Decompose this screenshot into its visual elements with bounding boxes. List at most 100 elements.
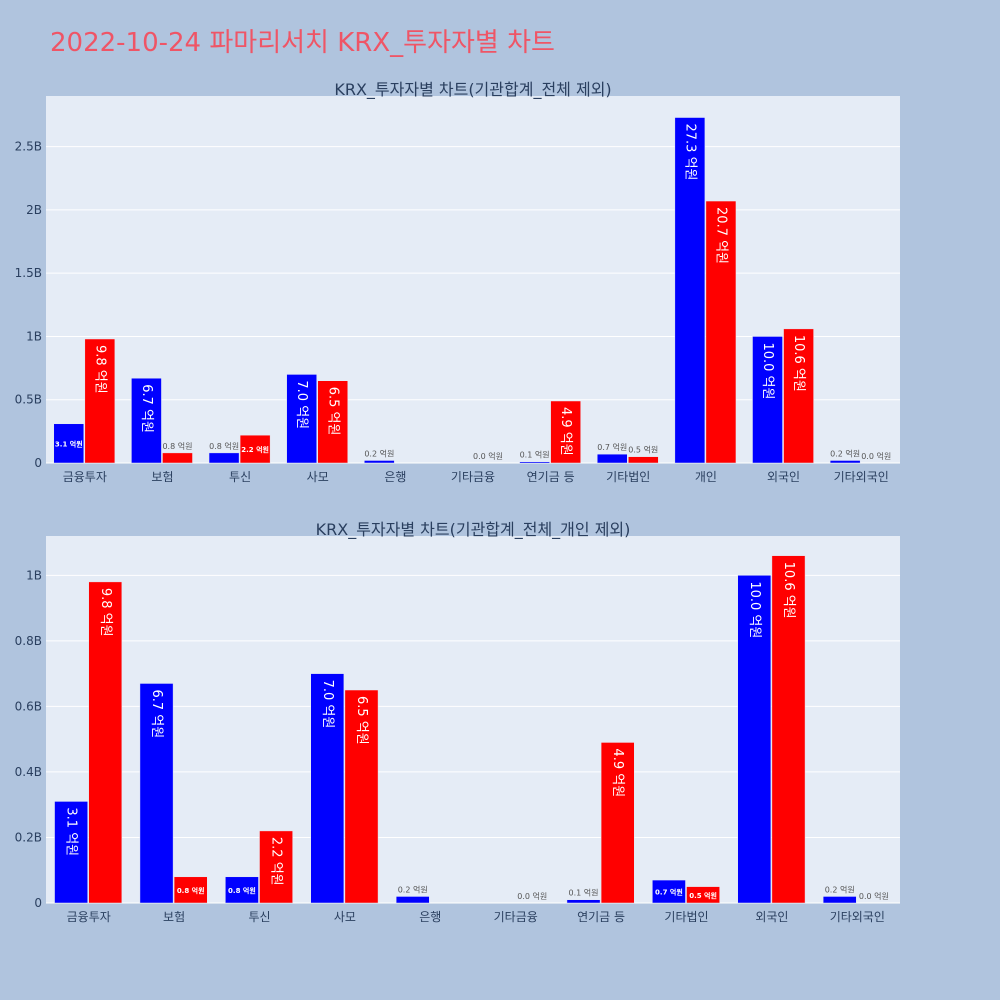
x-tick-label: 투신 [229, 470, 251, 484]
bar-value-label: 3.1 억원 [64, 807, 79, 856]
chart-title: KRX_투자자별 차트(기관합계_전체_개인 제외) [316, 520, 631, 540]
bar [596, 453, 628, 464]
bar [686, 886, 720, 904]
bar [737, 575, 772, 904]
y-tick-label: 1.5B [15, 266, 42, 280]
x-tick-label: 금융투자 [67, 910, 111, 924]
x-tick-label: 보험 [163, 910, 185, 924]
x-tick-label: 보험 [151, 470, 173, 484]
bar-value-label: 9.8 억원 [98, 588, 113, 637]
x-tick-label: 외국인 [767, 470, 800, 484]
bar [259, 830, 293, 904]
y-tick-label: 0 [34, 456, 42, 470]
bar-value-label: 10.0 억원 [760, 342, 775, 399]
page-title: 2022-10-24 파마리서치 KRX_투자자별 차트 [50, 28, 555, 58]
y-tick-label: 2.5B [15, 140, 42, 154]
bar-value-label: 0.8 억원 [228, 886, 256, 895]
bar [239, 434, 271, 464]
bar-value-label: 9.8 억원 [92, 345, 107, 394]
bar-value-label: 0.2 억원 [825, 884, 855, 894]
bar [771, 555, 806, 904]
bar-value-label: 0.5 억원 [628, 445, 658, 455]
bar-value-label: 4.9 억원 [558, 407, 573, 456]
x-tick-label: 기타금융 [451, 470, 495, 484]
bar-value-label: 0.8 억원 [162, 441, 192, 451]
bar [566, 899, 601, 904]
bar [550, 400, 581, 464]
y-tick-label: 0.5B [15, 393, 42, 407]
y-tick-label: 1B [26, 568, 42, 582]
bar [783, 328, 814, 464]
bar [208, 452, 240, 464]
x-tick-label: 금융투자 [63, 470, 107, 484]
bar [705, 200, 737, 464]
x-tick-label: 사모 [307, 470, 329, 484]
x-tick-label: 기타법인 [606, 470, 650, 484]
x-tick-label: 사모 [334, 910, 356, 924]
bar [674, 117, 706, 464]
bar [752, 336, 783, 464]
bar-value-label: 7.0 억원 [320, 680, 335, 729]
x-tick-label: 연기금 등 [577, 910, 625, 924]
x-tick-label: 개인 [695, 470, 717, 484]
bar-value-label: 20.7 억원 [713, 207, 728, 264]
bar-value-label: 0.0 억원 [859, 891, 889, 901]
bar-value-label: 6.5 억원 [325, 387, 340, 436]
bar [53, 423, 85, 464]
y-tick-label: 0.4B [15, 765, 42, 779]
bar-value-label: 6.5 억원 [354, 696, 369, 745]
bar [395, 896, 430, 904]
bar-value-label: 0.2 억원 [398, 884, 428, 894]
bar-value-label: 0.7 억원 [597, 442, 627, 452]
x-tick-label: 투신 [248, 910, 270, 924]
bar [173, 876, 208, 904]
bar [364, 460, 395, 464]
bar-value-label: 0.2 억원 [830, 448, 860, 458]
bar [344, 689, 379, 904]
bar [139, 683, 174, 904]
bar-value-label: 0.7 억원 [655, 888, 683, 897]
x-tick-label: 외국인 [755, 910, 788, 924]
bar-value-label: 0.5 억원 [689, 891, 717, 900]
bar [652, 879, 686, 904]
bar-value-label: 0.0 억원 [473, 451, 503, 461]
bar-value-label: 0.8 억원 [177, 886, 205, 895]
bar [131, 377, 162, 464]
bar-value-label: 27.3 억원 [682, 124, 697, 181]
bar-value-label: 3.1 억원 [55, 439, 83, 448]
bar-value-label: 7.0 억원 [294, 380, 309, 429]
y-tick-label: 2B [26, 203, 42, 217]
x-tick-label: 기타외국인 [834, 470, 889, 484]
bar-value-label: 2.2 억원 [241, 445, 269, 454]
bar [600, 742, 635, 904]
bar-value-label: 0.2 억원 [364, 448, 394, 458]
bar [162, 452, 193, 464]
bar [286, 374, 317, 464]
bar-value-label: 10.0 억원 [747, 581, 762, 638]
bar [317, 380, 349, 464]
bar-value-label: 0.0 억원 [517, 891, 547, 901]
bar [829, 460, 861, 464]
bar [88, 581, 123, 904]
bar [822, 896, 857, 904]
bar [225, 876, 259, 904]
y-tick-label: 1B [26, 329, 42, 343]
bar-value-label: 0.1 억원 [569, 888, 599, 898]
bar-value-label: 0.8 억원 [209, 441, 239, 451]
x-tick-label: 연기금 등 [527, 470, 575, 484]
bar-value-label: 4.9 억원 [610, 748, 625, 797]
x-tick-label: 기타법인 [664, 910, 708, 924]
bar-value-label: 6.7 억원 [139, 384, 154, 433]
y-tick-label: 0.8B [15, 634, 42, 648]
bar [84, 338, 116, 464]
bar [310, 673, 345, 904]
x-tick-label: 은행 [419, 909, 441, 924]
x-tick-label: 기타외국인 [830, 910, 885, 924]
bar [519, 461, 550, 464]
bar [54, 801, 88, 904]
chart-title: KRX_투자자별 차트(기관합계_전체 제외) [334, 80, 611, 100]
bar-value-label: 10.6 억원 [781, 562, 796, 619]
